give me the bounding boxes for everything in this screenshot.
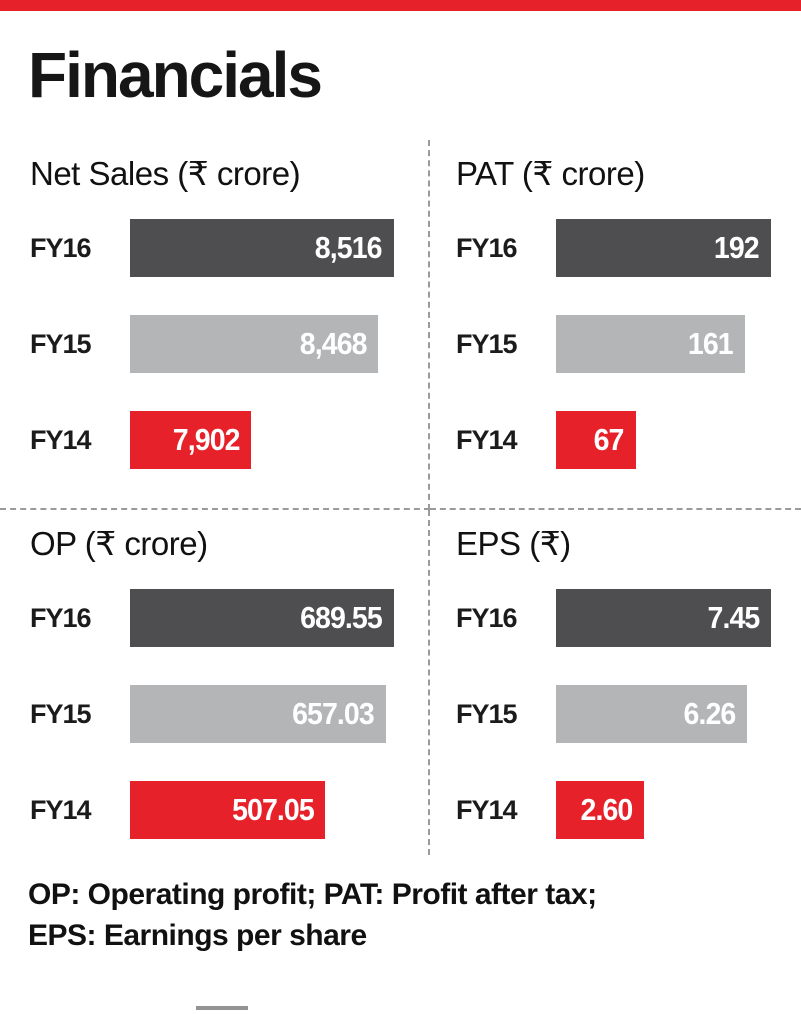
panel-title: PAT (₹ crore) bbox=[456, 155, 645, 192]
fy-label: FY15 bbox=[30, 328, 92, 359]
bar-track: 6.26 bbox=[556, 685, 771, 743]
bar-value: 2.60 bbox=[580, 792, 633, 827]
bar-value: 657.03 bbox=[292, 696, 375, 731]
bar-fy15: 8,468 bbox=[130, 315, 379, 373]
bar-value: 161 bbox=[688, 326, 734, 361]
bottom-edge-mark bbox=[196, 1006, 248, 1010]
panel-net-sales: Net Sales (₹ crore) FY16 8,516 FY15 8,46… bbox=[0, 140, 430, 510]
fy-label: FY14 bbox=[456, 424, 518, 455]
fy-label: FY14 bbox=[456, 794, 518, 825]
chart-row: FY14 2.60 bbox=[456, 781, 771, 839]
footnote-line-2: EPS: Earnings per share bbox=[28, 918, 367, 952]
panel-op: OP (₹ crore) FY16 689.55 FY15 657.03 bbox=[0, 510, 430, 855]
bar-fy15: 6.26 bbox=[556, 685, 748, 743]
fy-label: FY14 bbox=[30, 794, 92, 825]
bar-track: 2.60 bbox=[556, 781, 771, 839]
fy-label: FY14 bbox=[30, 424, 92, 455]
fy-label: FY16 bbox=[456, 602, 518, 633]
bar-fy14: 507.05 bbox=[130, 781, 326, 839]
bar-value: 67 bbox=[593, 422, 625, 457]
panel-title: Net Sales (₹ crore) bbox=[30, 155, 301, 192]
bar-track: 8,468 bbox=[130, 315, 394, 373]
chart-row: FY15 6.26 bbox=[456, 685, 771, 743]
footnote: OP: Operating profit; PAT: Profit after … bbox=[28, 875, 597, 956]
panel-pat: PAT (₹ crore) FY16 192 FY15 161 FY14 bbox=[430, 140, 801, 510]
fy-label: FY16 bbox=[30, 602, 92, 633]
bar-value: 192 bbox=[714, 230, 760, 265]
fy-label: FY15 bbox=[456, 698, 518, 729]
panel-title: OP (₹ crore) bbox=[30, 525, 208, 562]
bar-value: 7.45 bbox=[707, 600, 760, 635]
chart-row: FY14 507.05 bbox=[30, 781, 394, 839]
chart-row: FY14 7,902 bbox=[30, 411, 394, 469]
chart-row: FY16 7.45 bbox=[456, 589, 771, 647]
bar-track: 8,516 bbox=[130, 219, 394, 277]
bar-fy16: 7.45 bbox=[556, 589, 771, 647]
fy-label: FY16 bbox=[30, 232, 92, 263]
bar-fy16: 689.55 bbox=[130, 589, 394, 647]
page-title: Financials bbox=[28, 39, 323, 111]
bar-value: 8,516 bbox=[315, 230, 383, 265]
footnote-line-1: OP: Operating profit; PAT: Profit after … bbox=[28, 878, 597, 911]
bar-fy14: 2.60 bbox=[556, 781, 645, 839]
chart-row: FY16 192 bbox=[456, 219, 771, 277]
bar-track: 507.05 bbox=[130, 781, 394, 839]
chart-row: FY15 8,468 bbox=[30, 315, 394, 373]
bar-value: 6.26 bbox=[683, 696, 737, 731]
bar-track: 689.55 bbox=[130, 589, 394, 647]
fy-label: FY16 bbox=[456, 232, 518, 263]
bar-value: 507.05 bbox=[231, 792, 315, 827]
bar-fy16: 192 bbox=[556, 219, 771, 277]
chart-row: FY16 689.55 bbox=[30, 589, 394, 647]
panel-eps: EPS (₹) FY16 7.45 FY15 6.26 FY14 bbox=[430, 510, 801, 855]
fy-label: FY15 bbox=[456, 328, 518, 359]
bar-track: 161 bbox=[556, 315, 771, 373]
bar-track: 7,902 bbox=[130, 411, 394, 469]
charts-grid: Net Sales (₹ crore) FY16 8,516 FY15 8,46… bbox=[0, 140, 801, 855]
bar-track: 657.03 bbox=[130, 685, 394, 743]
bar-value: 689.55 bbox=[300, 600, 383, 635]
bar-track: 192 bbox=[556, 219, 771, 277]
bar-track: 67 bbox=[556, 411, 771, 469]
bar-value: 7,902 bbox=[172, 422, 241, 457]
chart-row: FY15 161 bbox=[456, 315, 771, 373]
panel-title: EPS (₹) bbox=[456, 525, 571, 562]
bar-fy14: 67 bbox=[556, 411, 636, 469]
fy-label: FY15 bbox=[30, 698, 92, 729]
bar-fy15: 657.03 bbox=[130, 685, 387, 743]
chart-row: FY14 67 bbox=[456, 411, 771, 469]
bar-fy16: 8,516 bbox=[130, 219, 394, 277]
bar-fy14: 7,902 bbox=[130, 411, 252, 469]
bar-track: 7.45 bbox=[556, 589, 771, 647]
bar-fy15: 161 bbox=[556, 315, 746, 373]
bar-value: 8,468 bbox=[299, 326, 367, 361]
chart-row: FY16 8,516 bbox=[30, 219, 394, 277]
chart-row: FY15 657.03 bbox=[30, 685, 394, 743]
top-accent-bar bbox=[0, 0, 801, 11]
